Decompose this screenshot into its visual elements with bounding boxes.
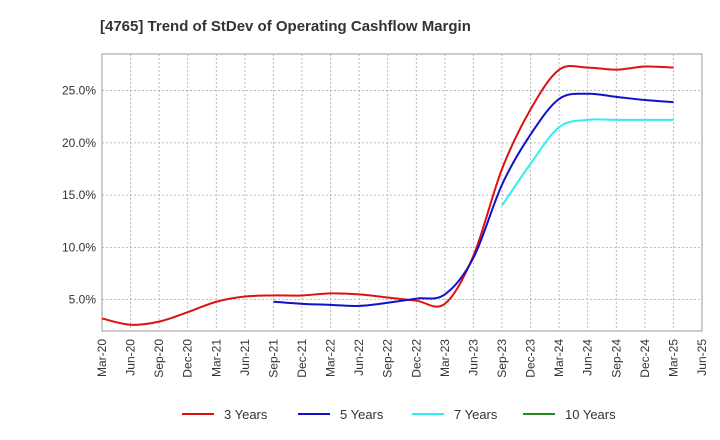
x-tick-label: Jun-25	[695, 339, 709, 376]
x-tick-label: Jun-24	[581, 339, 595, 376]
x-axis: Mar-20 Jun-20 Sep-20 Dec-20 Mar-21 Jun-21 Sep-…	[95, 339, 709, 378]
x-tick-label: Mar-23	[438, 339, 452, 377]
plot-area	[101, 53, 703, 332]
x-tick-label: Jun-22	[352, 339, 366, 376]
x-tick-label: Sep-21	[266, 339, 280, 378]
x-tick-label: Mar-22	[324, 339, 338, 377]
legend-label-7-years: 7 Years	[454, 407, 498, 422]
x-tick-label: Mar-21	[209, 339, 223, 377]
x-tick-label: Mar-24	[552, 339, 566, 377]
x-tick-label: Mar-25	[666, 339, 680, 377]
x-tick-label: Dec-22	[409, 339, 423, 378]
x-tick-label: Mar-20	[95, 339, 109, 377]
x-tick-label: Sep-22	[381, 339, 395, 378]
x-tick-label: Dec-23	[524, 339, 538, 378]
x-tick-label: Dec-21	[295, 339, 309, 378]
x-tick-label: Sep-23	[495, 339, 509, 378]
y-tick-label: 20.0%	[62, 136, 96, 150]
x-tick-label: Jun-20	[124, 339, 138, 376]
series-lines	[101, 64, 674, 326]
y-tick-label: 25.0%	[62, 84, 96, 98]
y-tick-label: 10.0%	[62, 240, 96, 254]
y-axis: 5.0% 10.0% 15.0% 20.0% 25.0%	[62, 84, 96, 307]
series-line-3-years	[101, 64, 674, 326]
legend-label-10-years: 10 Years	[565, 407, 616, 422]
x-tick-label: Sep-20	[152, 339, 166, 378]
y-tick-label: 5.0%	[69, 293, 97, 307]
x-tick-label: Dec-20	[181, 339, 195, 378]
grid	[102, 54, 702, 331]
series-line-5-years	[273, 92, 674, 307]
x-tick-label: Sep-24	[609, 339, 623, 378]
x-tick-label: Dec-24	[638, 339, 652, 378]
chart-title: [4765] Trend of StDev of Operating Cashf…	[100, 18, 471, 35]
legend-label-5-years: 5 Years	[340, 407, 384, 422]
legend-label-3-years: 3 Years	[224, 407, 268, 422]
series-line-7-years	[501, 118, 674, 207]
y-tick-label: 15.0%	[62, 188, 96, 202]
x-tick-label: Jun-23	[466, 339, 480, 376]
legend: 3 Years 5 Years 7 Years 10 Years	[182, 407, 616, 422]
x-tick-label: Jun-21	[238, 339, 252, 376]
